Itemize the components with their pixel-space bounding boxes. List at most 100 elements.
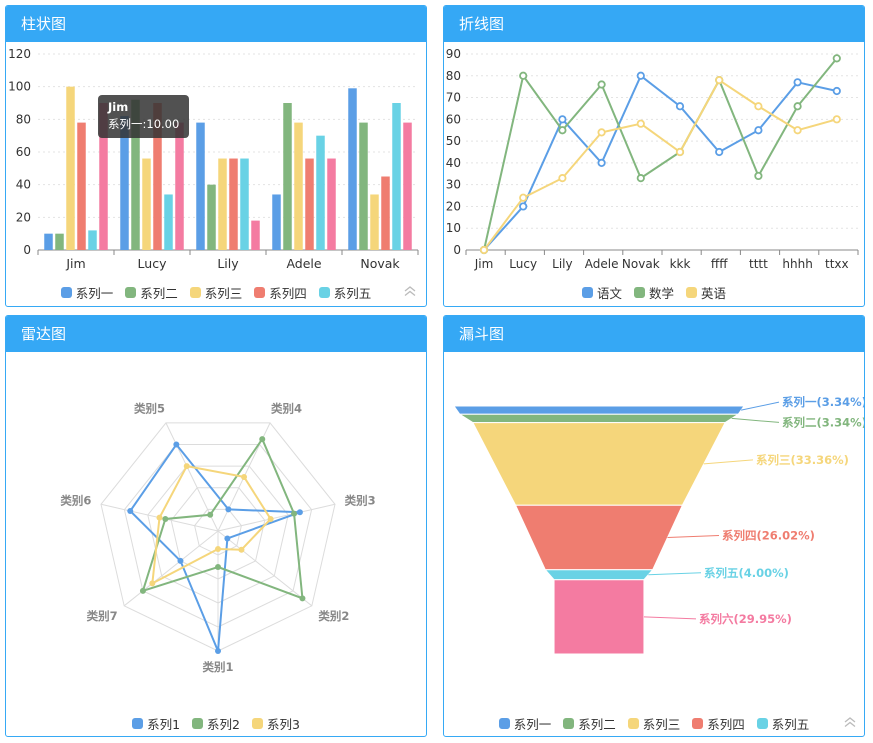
line-panel-title: 折线图 [444, 6, 864, 42]
x-tick-label: hhhh [782, 257, 812, 271]
bar-chart-panel: 柱状图 0 20 40 60 80 100 120 Jim Lucy Lily Adele Novak… [5, 5, 427, 307]
funnel-segment [514, 504, 684, 571]
legend-label: 系列二 [140, 286, 178, 301]
legend-label: 系列四 [707, 717, 745, 732]
line-legend: 语文 数学 英语 [444, 283, 864, 302]
x-tick-label: Jim [474, 257, 494, 271]
data-point [715, 147, 724, 157]
y-tick-label: 20 [16, 210, 31, 224]
y-tick-label: 40 [446, 156, 461, 170]
legend-swatch [633, 287, 645, 298]
legend-label: 系列五 [333, 286, 372, 301]
line-chart: 0 10 20 30 40 50 60 70 80 90 Jim Lucy Lily Adele Novak… [446, 47, 859, 271]
bar-panel-title: 柱状图 [6, 6, 426, 42]
radar-legend-item[interactable]: 系列3 [251, 714, 300, 733]
radar-point [238, 546, 245, 553]
y-tick-label: 100 [8, 80, 31, 94]
line-legend-item[interactable]: 英语 [686, 283, 726, 302]
funnel-label: 系列六(29.95%) [699, 612, 792, 626]
y-tick-label: 80 [446, 69, 461, 83]
line-legend-item[interactable]: 数学 [633, 283, 674, 302]
radar-point [177, 557, 184, 564]
bar [131, 99, 140, 250]
bar [327, 158, 336, 250]
chevron-up-icon[interactable] [404, 285, 416, 297]
data-point [675, 147, 685, 157]
funnel-label-line [740, 401, 780, 411]
data-point [832, 54, 841, 63]
radar-grid-ring [100, 422, 336, 652]
bar-legend-item[interactable]: 系列四 [254, 283, 307, 302]
legend-swatch [132, 718, 144, 729]
bar-legend-item[interactable]: 系列三 [189, 283, 242, 302]
bar [99, 103, 108, 250]
radar-chart-panel: 雷达图 类别1 类别2 类别3 类别4 类别5 类别6 类别7 系列1 系列2 系列3 [5, 315, 427, 737]
funnel-label: 系列四(26.02%) [722, 529, 815, 543]
bar [218, 158, 227, 250]
legend-swatch [756, 718, 768, 729]
legend-swatch [254, 287, 266, 298]
funnel-legend-item[interactable]: 系列三 [627, 714, 680, 733]
radar-point [259, 436, 266, 443]
bar [153, 103, 162, 250]
legend-label: 系列二 [578, 717, 616, 732]
y-tick-label: 0 [453, 243, 461, 257]
y-tick-label: 40 [16, 178, 31, 192]
data-point [754, 171, 763, 181]
legend-swatch [189, 287, 201, 298]
radar-legend-item[interactable]: 系列1 [132, 714, 180, 733]
chevron-up-icon[interactable] [844, 716, 856, 728]
x-tick-label: Lily [552, 257, 572, 271]
radar-indicator-label: 类别4 [271, 401, 302, 415]
y-tick-label: 0 [23, 243, 31, 257]
bar-legend-item[interactable]: 系列五 [318, 283, 372, 302]
radar-point [224, 535, 231, 542]
radar-chart: 类别1 类别2 类别3 类别4 类别5 类别6 类别7 [60, 401, 375, 674]
radar-legend: 系列1 系列2 系列3 [6, 714, 426, 733]
data-point [832, 86, 841, 96]
bar-legend-item[interactable]: 系列一 [60, 283, 113, 302]
funnel-legend-item[interactable]: 系列二 [563, 714, 616, 733]
data-point [793, 102, 802, 111]
y-tick-label: 90 [446, 47, 461, 61]
data-point [597, 158, 606, 167]
x-tick-label: Lucy [138, 256, 168, 271]
legend-label: 英语 [701, 286, 727, 301]
bar [272, 194, 281, 250]
radar-point [215, 546, 221, 552]
data-point [793, 78, 802, 87]
funnel-legend-item[interactable]: 系列五 [756, 714, 809, 733]
legend-swatch [563, 718, 575, 729]
y-tick-label: 30 [446, 178, 461, 192]
funnel-label-line [667, 535, 720, 539]
data-point [636, 174, 645, 183]
funnel-label-line [731, 417, 780, 423]
y-tick-label: 70 [446, 91, 461, 105]
y-tick-label: 10 [446, 221, 461, 235]
radar-indicator-label: 类别5 [134, 401, 165, 415]
bar [359, 122, 368, 250]
radar-point [215, 648, 221, 654]
radar-series-line [128, 442, 301, 652]
data-point [832, 115, 841, 124]
data-point [636, 119, 645, 128]
data-point [558, 174, 567, 183]
bar [403, 122, 412, 250]
x-tick-label: Jim [65, 256, 85, 271]
radar-legend-item[interactable]: 系列2 [192, 714, 240, 733]
radar-indicator-label: 类别2 [318, 609, 349, 623]
radar-grid-ring [123, 444, 313, 628]
funnel-legend: 系列一 系列二 系列三 系列四 系列五 [444, 714, 864, 733]
radar-point [241, 473, 248, 480]
bar-legend-item[interactable]: 系列二 [125, 283, 178, 302]
tooltip-title: Jim [108, 100, 129, 114]
line-chart-panel: 折线图 0 10 20 30 40 50 60 70 80 90 Jim Lucy Lily Adele N… [443, 5, 865, 307]
funnel-legend-item[interactable]: 系列一 [498, 714, 551, 733]
y-tick-label: 60 [16, 145, 31, 159]
bar [305, 158, 314, 250]
legend-swatch [581, 287, 593, 298]
funnel-legend-item[interactable]: 系列四 [692, 714, 745, 733]
line-legend-item[interactable]: 语文 [581, 283, 622, 302]
legend-label: 系列3 [266, 717, 300, 732]
legend-swatch [192, 718, 204, 729]
